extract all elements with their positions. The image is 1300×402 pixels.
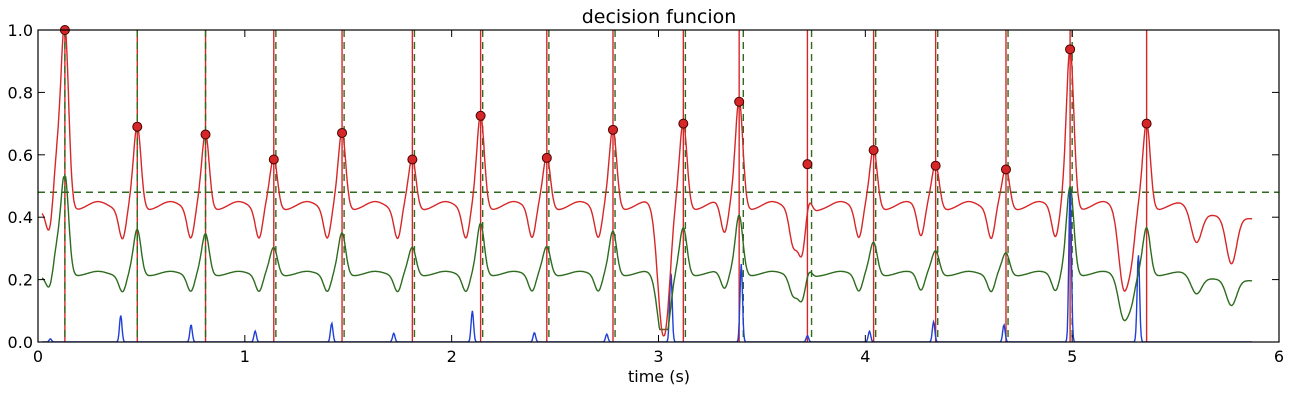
- green-series: [41, 176, 1253, 331]
- y-tick-label: 0.8: [8, 83, 33, 102]
- peak-marker: [407, 154, 418, 165]
- peak-marker: [868, 145, 879, 156]
- x-tick-label: 3: [653, 347, 663, 366]
- y-tick-label: 0.0: [8, 333, 33, 352]
- x-axis-label: time (s): [628, 367, 690, 386]
- peak-marker: [1141, 118, 1152, 129]
- peak-marker: [541, 152, 552, 163]
- chart-title: decision funcion: [582, 6, 737, 28]
- peak-marker: [1000, 164, 1011, 175]
- x-tick-label: 5: [1067, 347, 1077, 366]
- peak-marker: [268, 154, 279, 165]
- peak-marker: [337, 127, 348, 138]
- peak-marker: [930, 160, 941, 171]
- axis-ticks: 0 1 2 3 4 5 6 0.0 0.2 0.4 0.6 0.8 1.0: [8, 21, 1285, 366]
- plot-area: [37, 25, 1280, 343]
- y-tick-label: 1.0: [8, 21, 33, 40]
- x-tick-label: 6: [1274, 347, 1284, 366]
- peak-marker: [475, 110, 486, 121]
- peak-marker: [132, 121, 143, 132]
- peak-marker: [678, 118, 689, 129]
- y-tick-label: 0.6: [8, 146, 33, 165]
- y-tick-label: 0.4: [8, 208, 33, 227]
- x-tick-label: 1: [240, 347, 250, 366]
- x-tick-label: 0: [33, 347, 43, 366]
- peak-marker: [1065, 44, 1076, 55]
- peak-marker: [802, 159, 813, 170]
- peak-marker: [734, 96, 745, 107]
- red-series: [41, 30, 1253, 337]
- x-tick-label: 4: [860, 347, 870, 366]
- x-tick-label: 2: [447, 347, 457, 366]
- peak-marker: [607, 124, 618, 135]
- y-tick-label: 0.2: [8, 271, 33, 290]
- peak-marker: [200, 129, 211, 140]
- series-group: [38, 30, 1279, 342]
